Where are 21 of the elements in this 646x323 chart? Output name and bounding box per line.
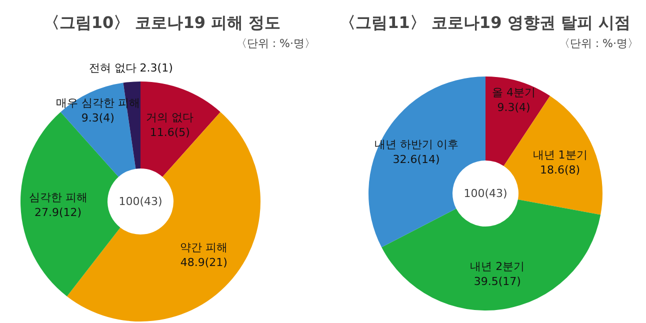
data-label: 39.5(17) xyxy=(474,275,521,288)
slice-label: 전혀 없다 2.3(1) xyxy=(88,61,173,74)
text: 〈단위 : %·명〉 xyxy=(236,37,316,50)
slice-label: 약간 피해 xyxy=(180,240,228,254)
data-label: 27.9(12) xyxy=(34,206,82,219)
data-label: 32.6(14) xyxy=(392,152,440,166)
data-label: 48.9(21) xyxy=(180,256,228,269)
slice-label: 올 4분기 xyxy=(492,86,536,99)
text: 〈단위 : %·명〉 xyxy=(558,37,639,50)
data-label: 9.3(4) xyxy=(81,112,114,125)
slice-label: 내년 1분기 xyxy=(532,148,588,162)
data-label: 11.6(5) xyxy=(150,126,190,139)
chart-title: 〈그림11〉 코로나19 영향권 탈피 시점 xyxy=(340,13,630,32)
text: 100(43) xyxy=(118,195,162,208)
slice-label: 심각한 피해 xyxy=(28,190,88,204)
data-label: 9.3(4) xyxy=(497,100,530,114)
text: 100(43) xyxy=(464,187,508,200)
data-label: 18.6(8) xyxy=(540,163,580,176)
slice-label: 내년 2분기 xyxy=(470,260,525,274)
chart-title: 〈그림10〉 코로나19 피해 정도 xyxy=(43,13,281,32)
slice-label: 거의 없다 xyxy=(146,110,194,124)
